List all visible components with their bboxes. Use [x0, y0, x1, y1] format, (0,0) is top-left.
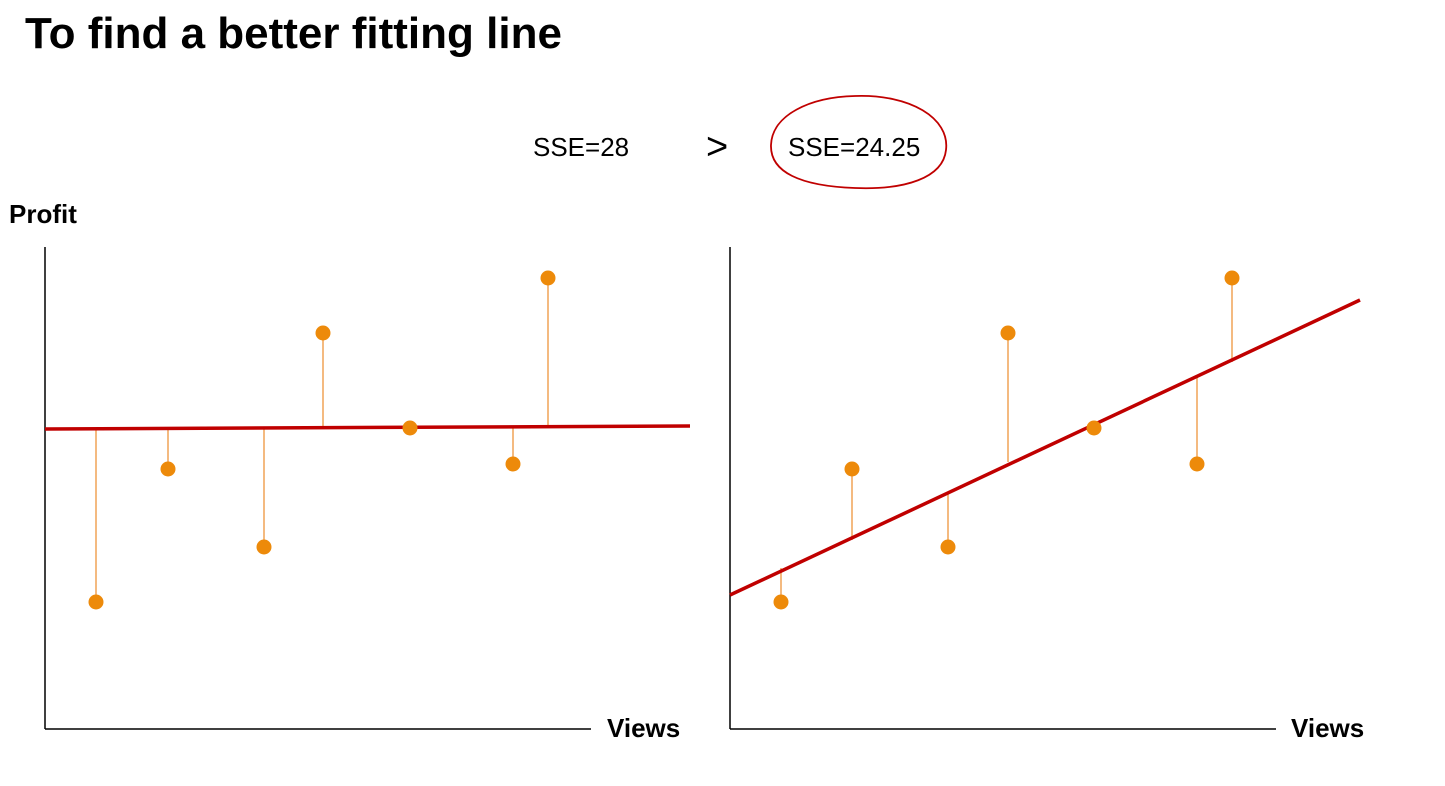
left-data-point-4 [315, 325, 331, 341]
left-data-point-1 [88, 594, 104, 610]
right-data-point-4 [1000, 325, 1016, 341]
y-axis-label: Profit [9, 199, 77, 229]
right-panel [729, 247, 1361, 730]
left-panel [44, 247, 691, 730]
right-data-point-6 [1189, 456, 1205, 472]
left-data-point-3 [256, 539, 272, 555]
left-data-point-5 [402, 420, 418, 436]
left-data-point-7 [540, 270, 556, 286]
right-data-point-2 [844, 461, 860, 477]
right-data-point-1 [773, 594, 789, 610]
x-axis-label-left: Views [607, 713, 681, 743]
sse-left-label: SSE=28 [533, 132, 630, 162]
x-axis-label-right: Views [1291, 713, 1365, 743]
left-data-point-6 [505, 456, 521, 472]
right-data-point-5 [1086, 420, 1102, 436]
right-fit-line [729, 298, 1361, 597]
left-fit-line [44, 424, 691, 431]
slide-title: To find a better fitting line [25, 9, 562, 58]
right-data-point-7 [1224, 270, 1240, 286]
highlight-ellipse [770, 95, 948, 190]
right-data-point-3 [940, 539, 956, 555]
greater-than-symbol: > [706, 126, 729, 168]
sse-right-label: SSE=24.25 [788, 132, 921, 162]
left-data-point-2 [160, 461, 176, 477]
